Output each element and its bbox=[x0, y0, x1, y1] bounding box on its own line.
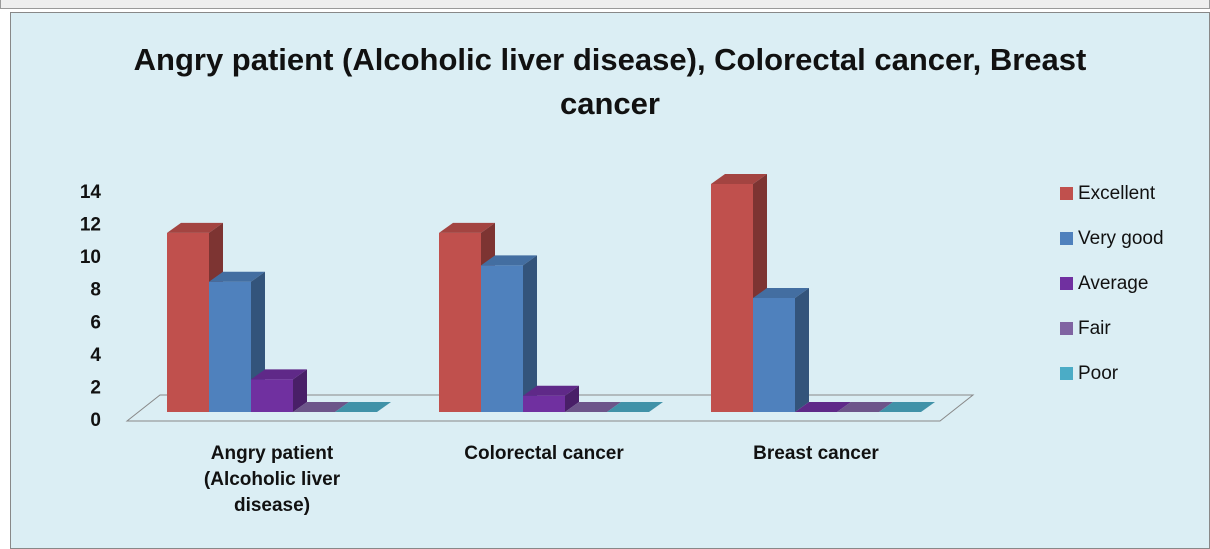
x-tick-label: Breast cancer bbox=[753, 443, 879, 464]
bar-top bbox=[439, 222, 495, 233]
bar-side bbox=[565, 385, 579, 412]
bar-side bbox=[795, 288, 809, 412]
bar bbox=[209, 271, 265, 412]
legend-label: Excellent bbox=[1078, 183, 1156, 204]
legend-swatch bbox=[1060, 367, 1073, 380]
y-tick-label: 14 bbox=[80, 182, 102, 203]
legend-swatch bbox=[1060, 232, 1073, 245]
legend-label: Average bbox=[1078, 273, 1148, 294]
bar bbox=[795, 402, 851, 412]
legend-swatch bbox=[1060, 322, 1073, 335]
bar-top bbox=[167, 222, 223, 233]
bar-front bbox=[439, 232, 481, 412]
bar-front bbox=[481, 265, 523, 412]
bar-front bbox=[753, 298, 795, 412]
bar-front bbox=[251, 379, 293, 412]
bar-front bbox=[167, 232, 209, 412]
bar-top bbox=[209, 271, 265, 282]
legend-swatch bbox=[1060, 187, 1073, 200]
y-tick-label: 12 bbox=[80, 215, 101, 236]
y-tick-label: 10 bbox=[80, 247, 101, 268]
x-tick-label: Angry patient (Alcoholic liver disease) bbox=[203, 443, 341, 516]
bar bbox=[607, 402, 663, 412]
bar-front bbox=[209, 281, 251, 412]
floor bbox=[125, 394, 975, 422]
bar bbox=[879, 402, 935, 412]
bar bbox=[523, 385, 579, 412]
bar-side bbox=[293, 369, 307, 412]
y-tick-label: 8 bbox=[90, 280, 101, 301]
bar-top bbox=[711, 174, 767, 184]
bar-top bbox=[753, 288, 809, 298]
bar-top bbox=[565, 402, 621, 412]
x-tick-label: Colorectal cancer bbox=[464, 443, 624, 464]
bar bbox=[251, 369, 307, 412]
y-tick-label: 0 bbox=[90, 410, 101, 431]
bar-front bbox=[523, 395, 565, 412]
y-tick-label: 6 bbox=[90, 312, 101, 333]
bar-top bbox=[293, 402, 349, 412]
bar-top bbox=[481, 255, 537, 266]
bar-top bbox=[335, 402, 391, 412]
bar bbox=[481, 255, 537, 412]
legend-label: Fair bbox=[1078, 318, 1111, 339]
bar bbox=[293, 402, 349, 412]
bar-front bbox=[711, 184, 753, 412]
bar bbox=[565, 402, 621, 412]
bar-top bbox=[607, 402, 663, 412]
bar-top bbox=[523, 385, 579, 396]
bar-top bbox=[795, 402, 851, 412]
bar bbox=[335, 402, 391, 412]
bar-top bbox=[251, 369, 307, 380]
legend-swatch bbox=[1060, 277, 1073, 290]
y-tick-label: 2 bbox=[90, 377, 101, 398]
legend-label: Poor bbox=[1078, 363, 1119, 384]
y-tick-label: 4 bbox=[90, 345, 101, 366]
bar bbox=[837, 402, 893, 412]
legend-label: Very good bbox=[1078, 228, 1164, 249]
bar-top bbox=[837, 402, 893, 412]
chart-title: Angry patient (Alcoholic liver disease),… bbox=[133, 42, 1087, 121]
bar bbox=[753, 288, 809, 412]
bar-top bbox=[879, 402, 935, 412]
bar-side bbox=[523, 255, 537, 412]
